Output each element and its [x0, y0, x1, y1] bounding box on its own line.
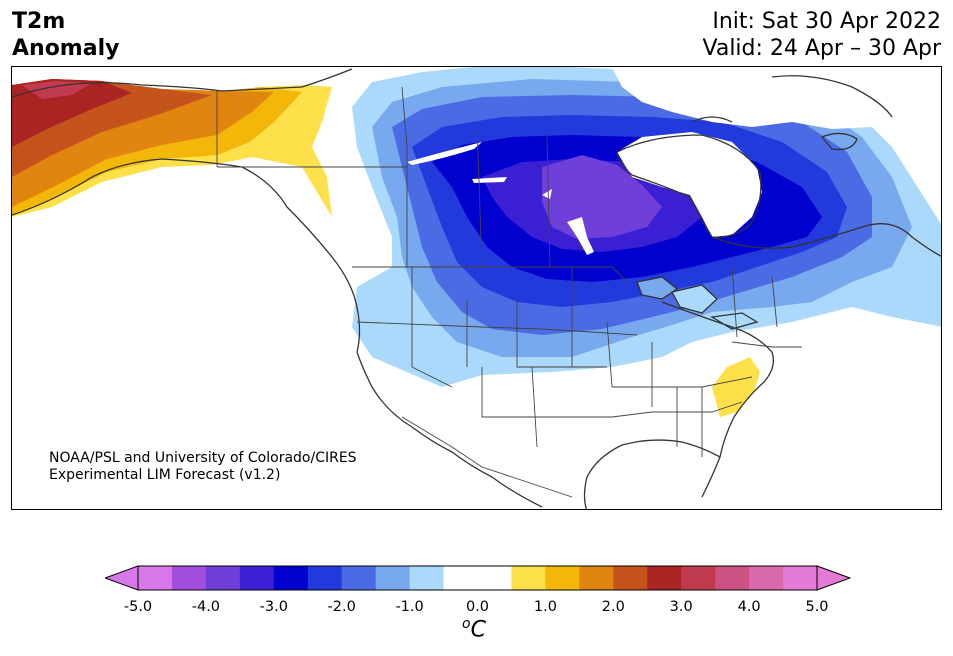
colorbar-cell — [307, 566, 343, 590]
colorbar-cell — [477, 566, 512, 590]
colorbar-cell — [613, 566, 648, 590]
anomaly-map — [11, 66, 942, 510]
colorbar-cell — [749, 566, 784, 590]
colorbar-cell — [681, 566, 716, 590]
colorbar-cell — [409, 566, 445, 590]
water-bodies — [407, 67, 892, 313]
colorbar-tick-label: 5.0 — [805, 599, 829, 615]
coastlines — [12, 68, 941, 509]
valid-range: Valid: 24 Apr – 30 Apr — [702, 36, 942, 61]
map-title: T2m Anomaly — [12, 8, 119, 62]
colorbar-tick-label: -2.0 — [327, 599, 356, 615]
init-date: Init: Sat 30 Apr 2022 — [712, 9, 941, 34]
anomaly-map-svg — [12, 67, 941, 509]
colorbar-cell — [205, 566, 241, 590]
colorbar-outline — [137, 565, 818, 591]
credit-text: NOAA/PSL and University of Colorado/CIRE… — [49, 450, 357, 484]
unit-degree: o — [462, 616, 471, 632]
forecast-dates: Init: Sat 30 Apr 2022 Valid: 24 Apr – 30… — [703, 8, 942, 62]
colorbar-under-arrow — [105, 565, 139, 591]
colorbar — [105, 565, 851, 591]
credit-line-1: NOAA/PSL and University of Colorado/CIRE… — [49, 450, 357, 466]
colorbar-tick-label: -3.0 — [259, 599, 288, 615]
colorbar-over-arrow — [816, 565, 851, 591]
colorbar-tick-label: 3.0 — [669, 599, 693, 615]
unit-letter: C — [470, 617, 486, 643]
southeast-warm-anomaly — [712, 357, 760, 417]
colorbar-tick-label: 1.0 — [533, 599, 557, 615]
colorbar-cell — [171, 566, 207, 590]
political-borders — [216, 86, 802, 498]
colorbar-cell — [375, 566, 411, 590]
title-line-1: T2m — [12, 9, 66, 34]
colorbar-unit: oC — [462, 616, 486, 642]
colorbar-cell — [138, 566, 173, 590]
colorbar-cell — [783, 566, 818, 590]
colorbar-tick-label: -5.0 — [123, 599, 153, 615]
colorbar-cell — [545, 566, 580, 590]
colorbar-cell — [647, 566, 682, 590]
colorbar-cell — [443, 566, 478, 590]
colorbar-cell — [239, 566, 275, 590]
colorbar-cell — [579, 566, 614, 590]
credit-line-2: Experimental LIM Forecast (v1.2) — [49, 467, 281, 483]
colorbar-tick-label: -4.0 — [191, 599, 221, 615]
colorbar-tick-label: 0.0 — [465, 599, 490, 615]
colorbar-cell — [511, 566, 546, 590]
colorbar-cell — [715, 566, 750, 590]
colorbar-cells — [138, 566, 818, 590]
title-line-2: Anomaly — [12, 36, 120, 61]
colorbar-cell — [341, 566, 377, 590]
colorbar-tick-label: 4.0 — [737, 599, 761, 615]
colorbar-cell — [273, 566, 309, 590]
colorbar-tick-label: 2.0 — [601, 599, 625, 615]
colorbar-tick-label: -1.0 — [395, 599, 424, 615]
